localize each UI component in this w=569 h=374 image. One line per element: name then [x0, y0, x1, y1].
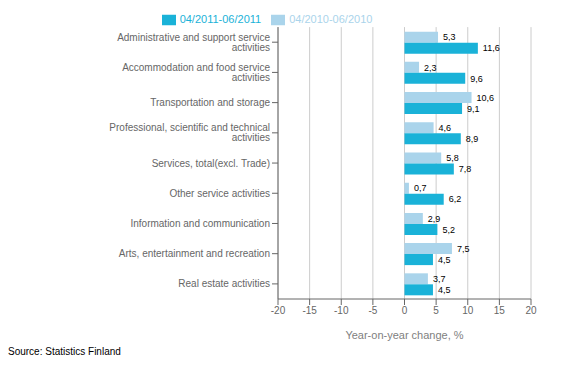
svg-text:7,8: 7,8 [459, 164, 472, 174]
svg-text:5: 5 [433, 305, 439, 316]
svg-text:0: 0 [402, 305, 408, 316]
svg-text:10: 10 [462, 305, 474, 316]
svg-text:4,5: 4,5 [438, 285, 451, 295]
svg-text:Transportation and storage: Transportation and storage [150, 97, 270, 108]
svg-text:Accommodation and food service: Accommodation and food serviceactivities [122, 62, 270, 83]
svg-text:-20: -20 [271, 305, 286, 316]
svg-text:7,5: 7,5 [457, 244, 470, 254]
svg-text:-10: -10 [334, 305, 349, 316]
svg-text:20: 20 [525, 305, 537, 316]
html-text:Source: Statistics Finland: Source: Statistics Finland [8, 346, 121, 357]
svg-text:-5: -5 [368, 305, 377, 316]
svg-text:4,5: 4,5 [438, 255, 451, 265]
svg-text:5,8: 5,8 [446, 153, 459, 163]
svg-text:-15: -15 [302, 305, 317, 316]
svg-text:3,7: 3,7 [433, 274, 446, 284]
svg-text:5,2: 5,2 [442, 225, 455, 235]
svg-text:9,1: 9,1 [467, 104, 480, 114]
svg-text:Information and communication: Information and communication [130, 218, 270, 229]
svg-text:10,6: 10,6 [477, 93, 495, 103]
html-text:04/2011-06/2011: 04/2011-06/2011 [179, 13, 262, 25]
svg-text:Administrative and support ser: Administrative and support serviceactivi… [117, 32, 270, 53]
html-text:04/2010-06/2010: 04/2010-06/2010 [289, 13, 373, 25]
svg-text:0,7: 0,7 [414, 183, 427, 193]
svg-text:Professional, scientific and t: Professional, scientific and technicalac… [109, 122, 270, 143]
svg-text:6,2: 6,2 [449, 194, 462, 204]
svg-text:2,3: 2,3 [424, 63, 437, 73]
svg-text:Year-on-year change, %: Year-on-year change, % [345, 329, 463, 341]
svg-text:15: 15 [494, 305, 506, 316]
svg-text:Real estate activities: Real estate activities [178, 278, 270, 289]
svg-text:9,6: 9,6 [470, 74, 483, 84]
svg-text:Arts, entertainment and recrea: Arts, entertainment and recreation [119, 248, 270, 259]
svg-text:4,6: 4,6 [439, 123, 452, 133]
svg-text:2,9: 2,9 [428, 214, 441, 224]
svg-text:8,9: 8,9 [466, 134, 479, 144]
svg-text:Services, total(excl. Trade): Services, total(excl. Trade) [152, 158, 270, 169]
svg-text:11,6: 11,6 [483, 43, 500, 53]
svg-text:5,3: 5,3 [443, 32, 456, 42]
svg-text:Other service activities: Other service activities [169, 188, 270, 199]
